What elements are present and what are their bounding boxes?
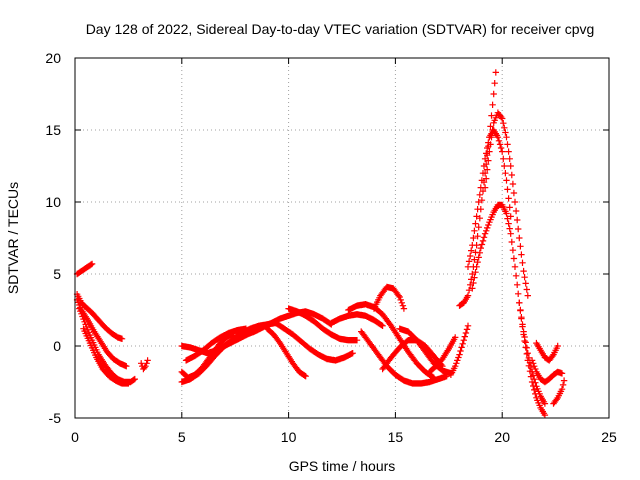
data-point-markers (264, 325, 309, 380)
series-sat-v (447, 322, 472, 378)
x-tick-label: 5 (178, 429, 186, 445)
x-tick-label: 15 (388, 429, 404, 445)
series-sat-a (73, 260, 96, 278)
series-sat-j (182, 325, 250, 364)
series-sat-ac (533, 339, 561, 364)
x-tick-label: 10 (281, 429, 297, 445)
chart-title: Day 128 of 2022, Sidereal Day-to-day VTE… (86, 21, 595, 37)
x-tick-label: 0 (71, 429, 79, 445)
data-point-markers (481, 109, 531, 299)
series-sat-ab (528, 357, 566, 386)
data-point-markers (272, 319, 356, 364)
data-point-markers (73, 260, 96, 278)
series-sat-aa (516, 299, 549, 407)
y-tick-label: -5 (49, 410, 62, 426)
series-sat-w (456, 69, 499, 309)
series-sat-m (272, 319, 356, 364)
data-point-markers (285, 305, 361, 344)
y-tick-label: 20 (45, 50, 61, 66)
data-point-markers (138, 357, 151, 373)
data-point-markers (528, 357, 566, 386)
y-axis-title: SDTVAR / TECUs (5, 182, 21, 294)
y-tick-label: 15 (45, 122, 61, 138)
series-sat-u (426, 334, 459, 376)
series-sat-l (264, 325, 309, 380)
data-point-markers (464, 126, 514, 270)
data-point-markers (426, 334, 459, 376)
series-sat-x (464, 126, 514, 270)
series-sat-y (481, 109, 531, 299)
series-sat-r (358, 328, 450, 387)
series-sat-n (285, 305, 361, 344)
series-sat-f (138, 357, 151, 373)
y-tick-label: 5 (53, 266, 61, 282)
data-point-markers (456, 69, 499, 309)
data-point-markers (516, 299, 549, 407)
data-point-markers (396, 325, 455, 377)
data-point-markers (533, 339, 561, 364)
data-point-markers (182, 325, 250, 364)
data-point-markers (447, 322, 472, 378)
data-point-markers (358, 328, 450, 387)
data-point-markers (370, 283, 408, 312)
series-sat-q (370, 283, 408, 312)
data-point-markers (328, 311, 386, 329)
x-tick-label: 25 (601, 429, 617, 445)
y-tick-label: 10 (45, 194, 61, 210)
data-point-markers (345, 301, 437, 381)
series-sat-t (396, 325, 455, 377)
data-point-markers (550, 377, 568, 407)
series-sat-e (80, 325, 132, 387)
plot-frame (74, 57, 610, 419)
data-point-markers (80, 325, 132, 387)
data-points-layer (73, 69, 568, 419)
x-axis-title: GPS time / hours (289, 458, 396, 474)
y-tick-label: 0 (53, 338, 61, 354)
x-tick-label: 20 (494, 429, 510, 445)
series-sat-o (328, 311, 386, 329)
series-sat-p (345, 301, 437, 381)
series-sat-ad (550, 377, 568, 407)
